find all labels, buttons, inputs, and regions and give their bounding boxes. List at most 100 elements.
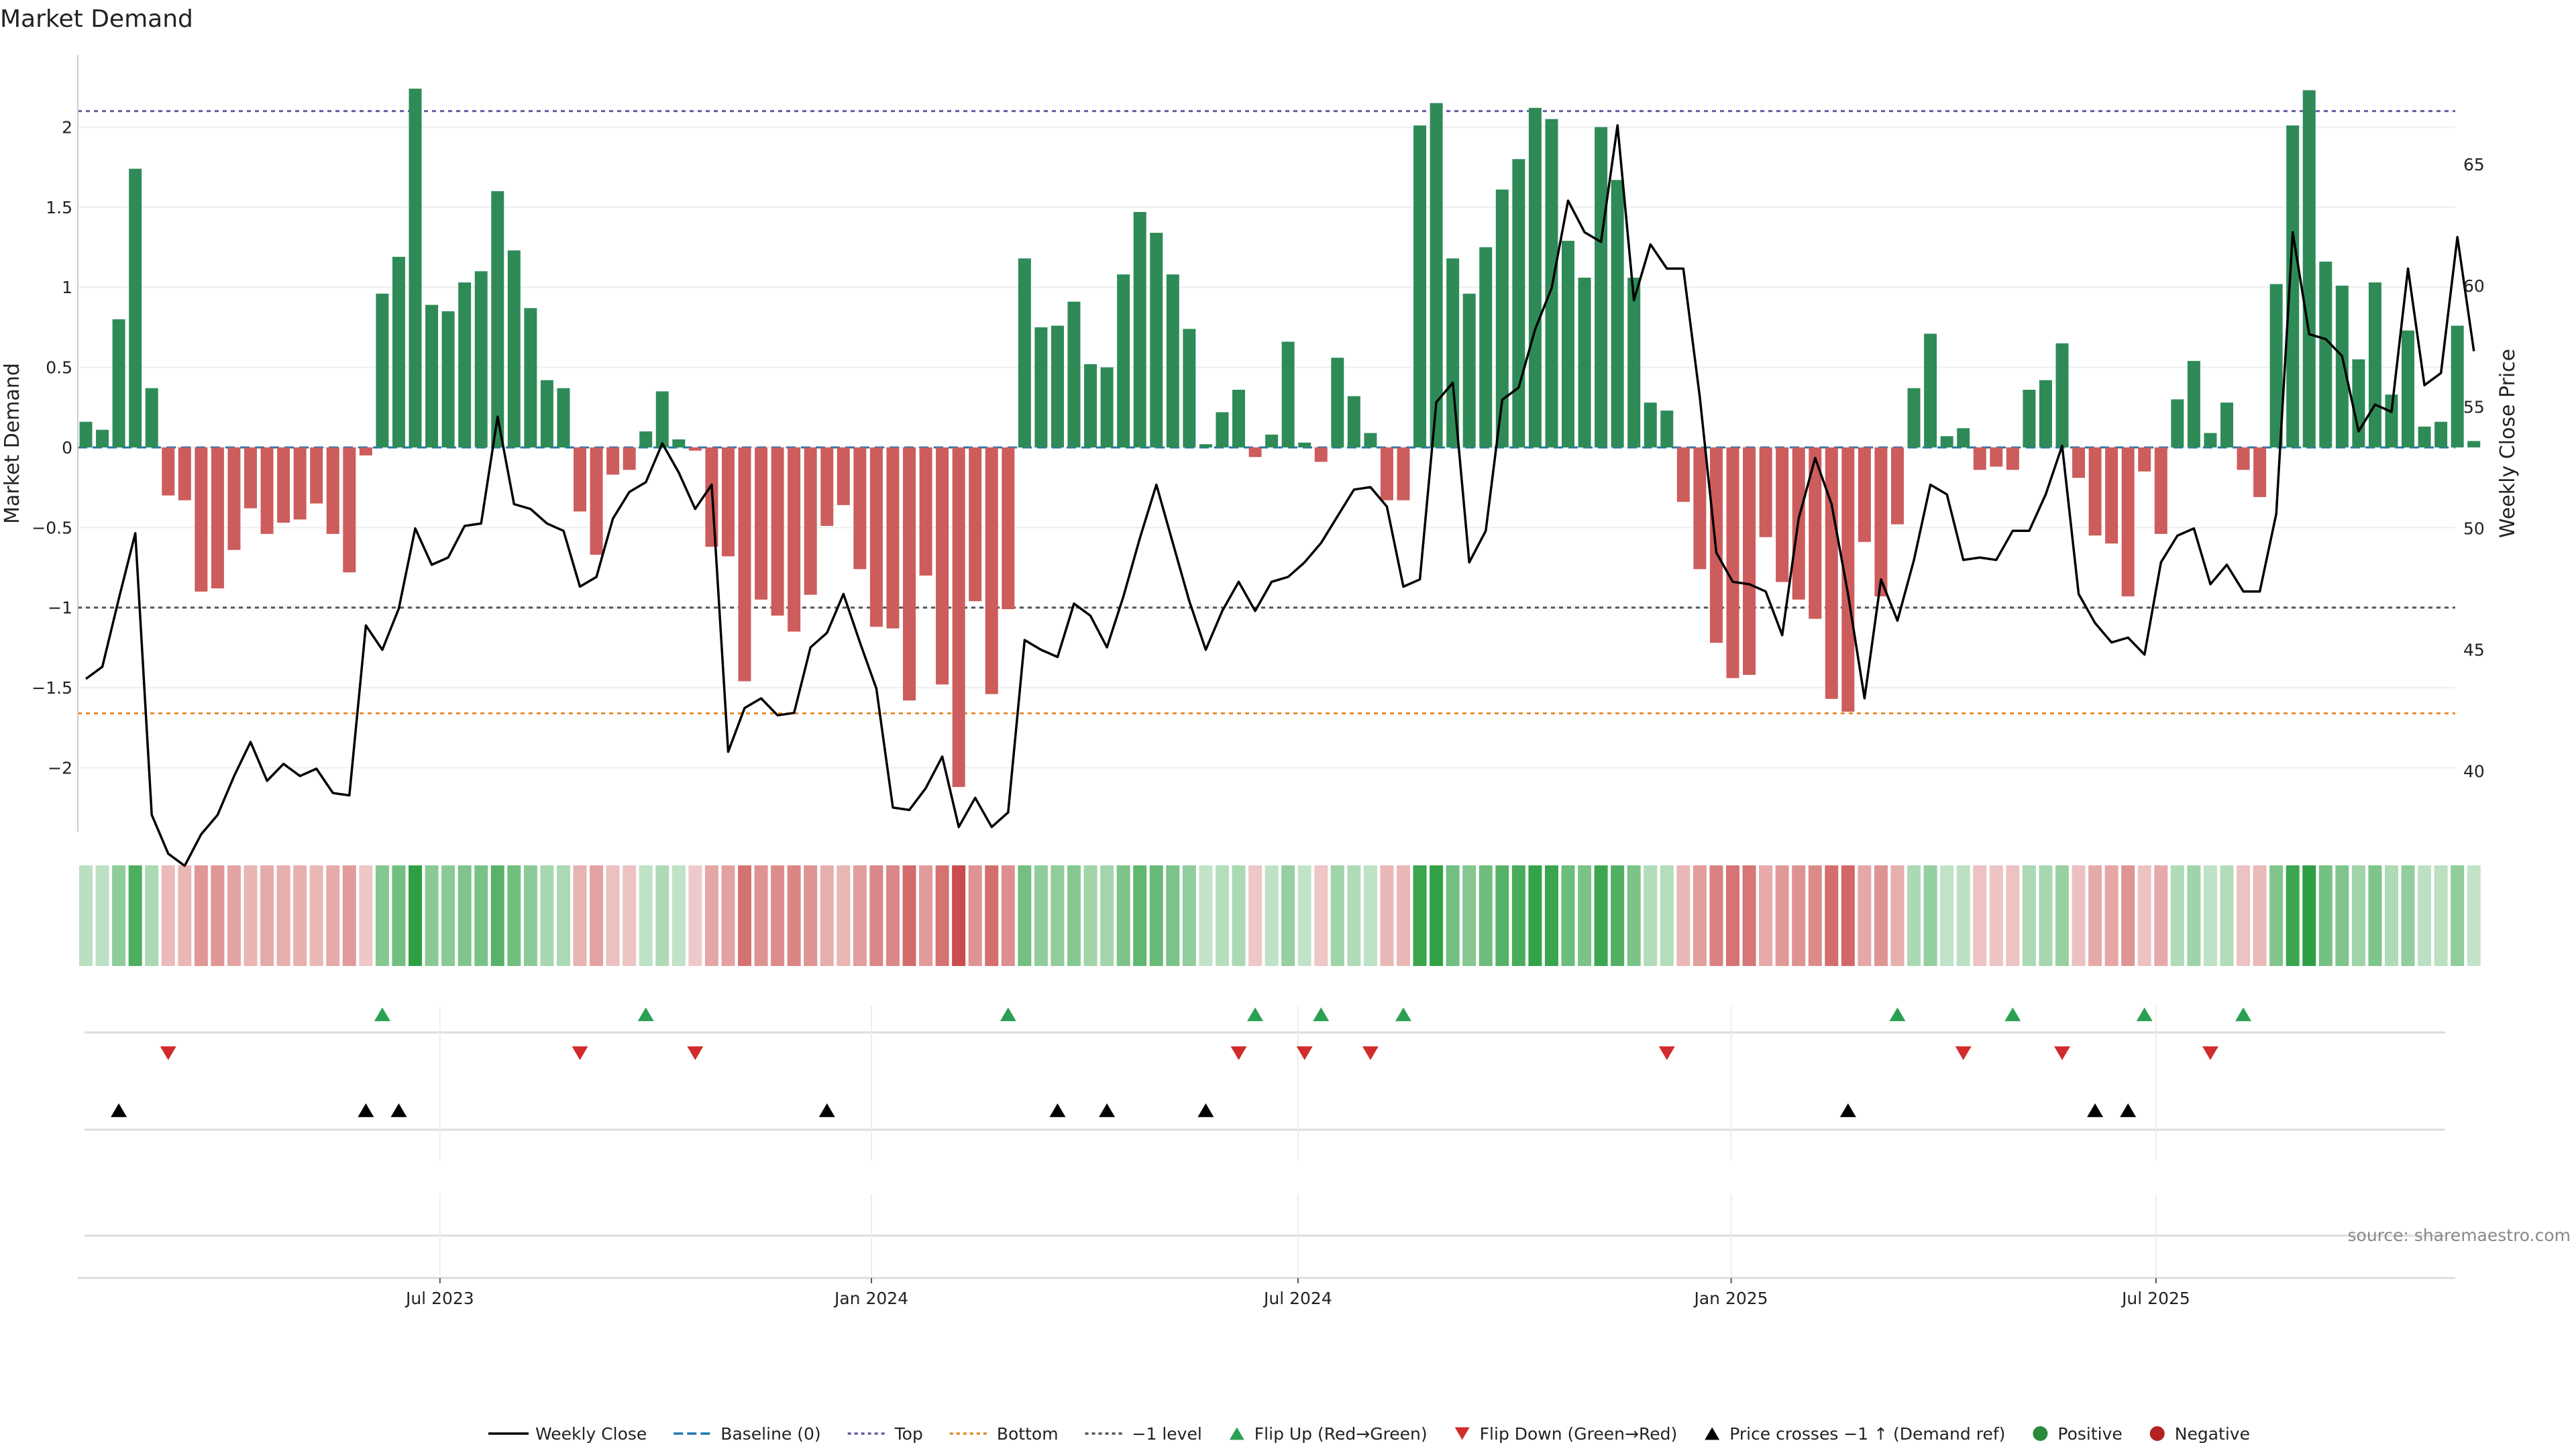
- heat-cell: [1314, 865, 1328, 966]
- demand-bar: [919, 447, 932, 576]
- demand-bar: [2434, 421, 2448, 447]
- demand-bar: [1265, 434, 1279, 447]
- flip-up-markers: [374, 1007, 2252, 1022]
- demand-bar: [2138, 447, 2151, 472]
- heat-cell: [606, 865, 620, 966]
- price-cross-marker: [818, 1103, 835, 1118]
- legend-item: Positive: [2033, 1424, 2123, 1444]
- legend-swatch-triangle: [1705, 1427, 1720, 1440]
- weekly-close-line: [85, 124, 2475, 867]
- flip-up-marker: [1313, 1007, 1330, 1022]
- demand-bar: [1743, 447, 1756, 676]
- demand-bar: [129, 168, 142, 447]
- y-tick-right: 50: [2463, 519, 2485, 539]
- heat-cell: [2451, 865, 2465, 966]
- demand-bar: [195, 447, 208, 592]
- heat-cell: [869, 865, 883, 966]
- demand-bar: [1380, 447, 1393, 500]
- heat-cell: [112, 865, 126, 966]
- heat-cell: [1528, 865, 1542, 966]
- flip-down-marker: [572, 1046, 588, 1061]
- heat-cell: [2022, 865, 2036, 966]
- heat-cell: [474, 865, 488, 966]
- demand-bar: [1117, 274, 1130, 447]
- flip-up-marker: [1395, 1007, 1411, 1022]
- demand-bar: [1281, 341, 1295, 447]
- demand-bar: [557, 388, 570, 447]
- heat-cell: [787, 865, 801, 966]
- heat-cell: [1808, 865, 1822, 966]
- demand-bar: [1446, 258, 1460, 447]
- heat-cell: [2137, 865, 2151, 966]
- heat-cell: [375, 865, 389, 966]
- demand-bar: [606, 447, 620, 475]
- demand-bar: [1314, 447, 1328, 462]
- heat-cell: [326, 865, 340, 966]
- heat-cell: [2401, 865, 2415, 966]
- heat-cell: [1297, 865, 1311, 966]
- x-tick-label: Jul 2024: [1263, 1289, 1332, 1308]
- heat-cell: [2072, 865, 2086, 966]
- price-cross-marker: [111, 1103, 127, 1118]
- heat-cell: [1347, 865, 1361, 966]
- flip-up-marker: [1889, 1007, 1906, 1022]
- demand-bar: [985, 447, 998, 694]
- left-axis-ticks: 2 1.5 1 0.5 0 −0.5 −1 −1.5 −2: [32, 117, 72, 777]
- demand-bar: [540, 380, 553, 447]
- demand-bar: [1874, 447, 1888, 597]
- demand-bar: [211, 447, 224, 589]
- legend-item: Weekly Close: [488, 1424, 647, 1444]
- demand-bar: [162, 447, 175, 496]
- demand-bar: [1940, 436, 1953, 447]
- price-cross-marker: [2120, 1103, 2137, 1118]
- demand-bar: [1990, 447, 2003, 467]
- demand-bar: [79, 421, 93, 447]
- heat-cell: [919, 865, 933, 966]
- heat-cell: [2286, 865, 2300, 966]
- y-tick-left: 2: [62, 117, 72, 137]
- demand-bar: [260, 447, 274, 534]
- demand-bar: [1907, 388, 1921, 447]
- heat-cell: [1611, 865, 1625, 966]
- demand-bar: [1578, 277, 1591, 447]
- demand-bar: [491, 191, 504, 447]
- heat-cell: [244, 865, 258, 966]
- flip-up-marker: [2235, 1007, 2252, 1022]
- legend-label: −1 level: [1132, 1424, 1202, 1444]
- heat-cell: [1709, 865, 1723, 966]
- heat-cell: [853, 865, 867, 966]
- legend-label: Positive: [2057, 1424, 2122, 1444]
- demand-bar: [1413, 125, 1427, 447]
- demand-bar: [277, 447, 290, 523]
- heat-cell: [672, 865, 686, 966]
- heat-cell: [968, 865, 982, 966]
- heat-cell: [1989, 865, 2003, 966]
- demand-bar: [1660, 411, 1674, 447]
- x-tick-label: Jan 2024: [833, 1289, 908, 1308]
- heat-cell: [1051, 865, 1065, 966]
- left-axis-label: Market Demand: [1, 363, 24, 524]
- demand-bar: [2269, 284, 2283, 447]
- demand-bar: [2154, 447, 2167, 534]
- demand-bar: [721, 447, 735, 557]
- heat-cell: [1363, 865, 1377, 966]
- demand-bar: [227, 447, 241, 550]
- heat-cell: [2006, 865, 2020, 966]
- heat-cell: [194, 865, 208, 966]
- heat-cell: [409, 865, 422, 966]
- heat-cell: [178, 865, 192, 966]
- heat-cell: [1874, 865, 1888, 966]
- flip-up-marker: [2136, 1007, 2153, 1022]
- heat-cell: [1594, 865, 1608, 966]
- demand-bar: [1133, 211, 1146, 447]
- demand-bar: [441, 311, 455, 447]
- heat-cell: [260, 865, 274, 966]
- heat-cell: [738, 865, 751, 966]
- demand-bar: [2006, 447, 2019, 470]
- heat-cell: [1627, 865, 1641, 966]
- demand-bar: [409, 89, 422, 447]
- events-grid: [78, 1006, 2455, 1279]
- demand-bar: [2319, 262, 2332, 447]
- flip-down-marker: [1230, 1046, 1247, 1061]
- heat-cell: [1281, 865, 1295, 966]
